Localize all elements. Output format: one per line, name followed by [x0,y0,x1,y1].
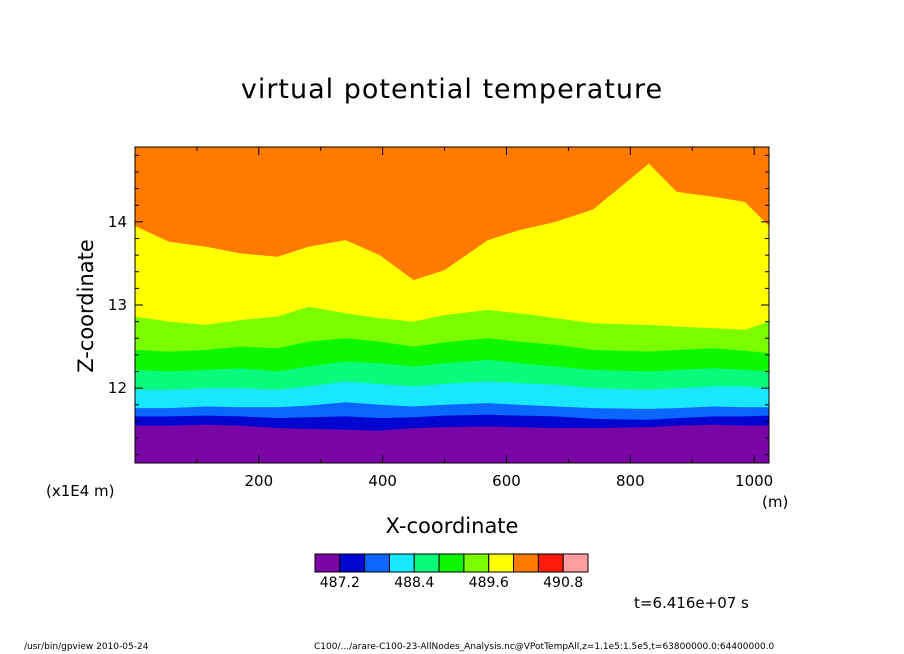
y-tick-label: 13 [108,296,127,314]
colorbar-label: 489.6 [469,575,509,591]
x-tick-label: 1000 [735,472,773,490]
colorbar-swatch [513,553,539,573]
chart-title: virtual potential temperature [240,74,664,105]
y-tick-label: 12 [108,379,127,397]
colorbar-label: 490.8 [543,575,583,591]
colorbar-swatch [364,553,390,573]
footer-data-source: C100/.../arare-C100-23-AllNodes_Analysis… [314,642,775,652]
colorbar-swatch [413,553,440,573]
colorbar-swatch [562,553,589,573]
contour-bands [135,147,769,463]
colorbar-label: 488.4 [394,575,434,591]
colorbar-swatch [388,553,415,573]
footer-program-date: /usr/bin/gpview 2010-05-24 [24,642,149,652]
y-tick-label: 14 [108,213,127,231]
time-annotation: t=6.416e+07 s [634,594,749,612]
x-tick-label: 600 [492,472,521,490]
colorbar-swatch [339,553,366,573]
x-axis-unit: (m) [762,493,789,511]
colorbar-swatch [463,553,490,573]
contour-band-8 [135,147,769,281]
axis-tick-labels: 200 400 600 800 1000 12 13 14 [108,213,773,490]
y-axis-unit: (x1E4 m) [46,482,115,500]
colorbar-swatch [537,553,564,573]
x-axis-label: X-coordinate [385,514,519,538]
colorbar: 487.2 488.4 489.6 490.8 [314,553,589,591]
x-tick-label: 400 [368,472,397,490]
colorbar-swatch [438,553,465,573]
x-tick-label: 200 [245,472,274,490]
x-tick-label: 800 [616,472,645,490]
axis-ticks [135,147,769,463]
colorbar-label: 487.2 [320,575,360,591]
colorbar-swatch [314,553,341,573]
colorbar-swatch [488,553,515,573]
